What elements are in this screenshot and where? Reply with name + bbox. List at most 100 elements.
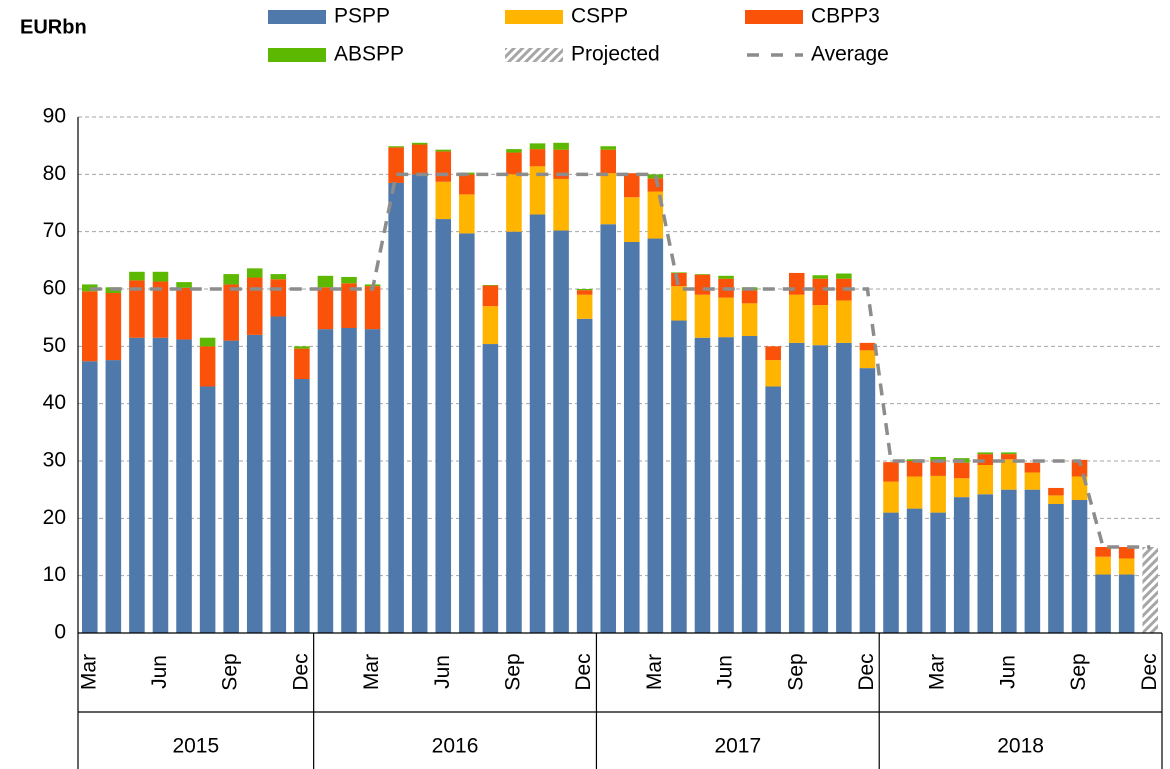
bar-segment: [624, 197, 640, 242]
x-tick-label: Mar: [360, 654, 383, 690]
bar-segment: [506, 149, 522, 153]
bar-segment: [647, 238, 664, 633]
bar-segment: [223, 274, 239, 285]
bar-segment: [1001, 489, 1017, 633]
bar-segment: [246, 334, 263, 633]
bar-segment: [859, 350, 876, 369]
bar-segment: [906, 461, 923, 477]
bar-segment: [836, 300, 852, 343]
x-tick-label: Dec: [289, 653, 312, 690]
bar-segment: [930, 512, 946, 633]
bar-segment: [600, 146, 616, 150]
bar-segment: [812, 278, 829, 306]
y-tick-label: 90: [43, 105, 66, 128]
bar-segment: [741, 303, 758, 337]
bar-segment: [977, 452, 994, 455]
x-tick-label: Dec: [1138, 653, 1161, 690]
bar-segment: [718, 297, 734, 338]
bar-segment: [977, 494, 994, 633]
bar-segment: [1048, 487, 1064, 496]
bar-segment: [671, 272, 687, 273]
bar-segment: [199, 386, 216, 633]
bar-segment: [624, 241, 640, 633]
bar-segment: [1048, 504, 1064, 633]
legend-swatch: [505, 48, 563, 62]
bar-segment: [435, 149, 452, 152]
legend-swatch: [505, 10, 563, 24]
bar-segment: [317, 329, 334, 633]
bar-segment: [105, 293, 122, 361]
bar-segment: [1071, 476, 1088, 500]
bar-segment: [199, 346, 216, 387]
bar-segment: [576, 290, 593, 295]
bar-segment: [1024, 462, 1041, 473]
x-tick-label: Mar: [926, 654, 949, 690]
bar-segment: [788, 294, 805, 343]
bar-segment: [411, 144, 428, 175]
bar-segment: [553, 142, 569, 150]
bar-segment: [812, 305, 829, 346]
bar-segment: [694, 274, 711, 275]
bar-segment: [364, 329, 381, 633]
bar-segment: [741, 336, 758, 633]
bar-segment: [694, 294, 711, 338]
bar-segment: [576, 289, 593, 291]
bar-segment: [600, 149, 616, 174]
x-tick-label: Sep: [1067, 653, 1090, 690]
bar-segment: [883, 481, 899, 513]
bar-segment: [1001, 454, 1017, 460]
bar-segment: [529, 214, 546, 633]
bar-segment: [459, 233, 475, 634]
bar-segment: [859, 368, 876, 633]
bar-segment: [953, 478, 970, 498]
bar-segment: [152, 281, 169, 338]
bar-segment: [459, 174, 475, 195]
x-tick-label: Sep: [219, 653, 242, 690]
bar-segment: [671, 320, 687, 633]
bar-segment: [624, 173, 640, 198]
bar-segment: [105, 360, 122, 633]
bar-segment: [341, 327, 357, 633]
bar-segment: [317, 275, 334, 288]
bar-segment: [1024, 489, 1041, 633]
bar-segment: [812, 275, 829, 279]
bar-segment: [812, 345, 829, 633]
bar-segment: [741, 290, 758, 304]
bar-segment: [1071, 459, 1088, 477]
bar-segment: [482, 284, 499, 286]
bar-segment: [788, 272, 805, 295]
bar-segment: [341, 276, 357, 284]
bar-segment: [482, 344, 499, 633]
group-label: 2016: [432, 735, 479, 758]
bar-segment: [977, 454, 994, 466]
bar-segment: [294, 346, 310, 349]
bar-segment: [1071, 499, 1088, 633]
bar-segment: [294, 348, 310, 380]
group-label: 2015: [172, 735, 219, 758]
x-tick-label: Sep: [784, 653, 807, 690]
bar-segment: [836, 342, 852, 633]
legend-label: Projected: [571, 43, 660, 66]
bar-segment: [246, 268, 263, 278]
bar-segment: [671, 286, 687, 321]
bar-segment: [529, 143, 546, 150]
bar-segment: [529, 149, 546, 167]
x-tick-label: Mar: [643, 654, 666, 690]
legend-swatch: [745, 10, 803, 24]
bar-segment: [977, 465, 994, 495]
bar-segment: [482, 285, 499, 307]
y-tick-label: 30: [43, 449, 66, 472]
bar-segment: [765, 360, 781, 387]
y-tick-label: 60: [43, 277, 66, 300]
bar-segment: [411, 174, 428, 634]
y-axis-label: EURbn: [20, 16, 87, 38]
group-label: 2017: [714, 735, 761, 758]
bar-segment: [341, 283, 357, 328]
bar-segment: [317, 287, 334, 330]
bar-segment: [930, 456, 946, 461]
bar-segment: [506, 152, 522, 175]
y-tick-label: 0: [54, 621, 66, 644]
bar-segment: [199, 337, 216, 347]
bar-segment: [270, 274, 287, 280]
legend-label: Average: [811, 43, 889, 66]
